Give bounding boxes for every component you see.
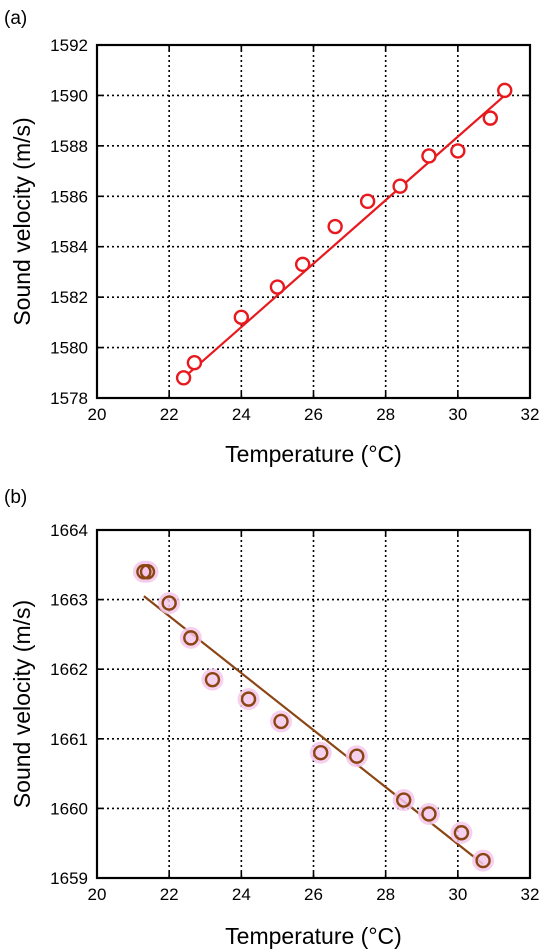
data-point-halo-b bbox=[309, 741, 332, 764]
y-tick-label-a: 1588 bbox=[50, 137, 88, 156]
x-tick-label-a: 32 bbox=[521, 405, 540, 424]
data-point-halo-b bbox=[179, 626, 202, 649]
data-point-halo-b bbox=[345, 745, 368, 768]
y-tick-label-a: 1580 bbox=[50, 339, 88, 358]
data-point-a bbox=[186, 355, 203, 371]
data-point-halo-b bbox=[472, 849, 495, 872]
data-point-a bbox=[294, 256, 311, 273]
data-point-a bbox=[497, 82, 513, 99]
y-axis-title-b: Sound velocity (m/s) bbox=[9, 600, 35, 808]
panel-label-b: (b) bbox=[4, 487, 27, 508]
y-tick-label-b: 1659 bbox=[50, 869, 88, 888]
tick-marks-a bbox=[96, 44, 531, 399]
data-point-b bbox=[349, 748, 365, 764]
data-point-halo-b bbox=[270, 710, 293, 733]
y-tick-label-a: 1578 bbox=[50, 389, 88, 408]
data-point-b bbox=[183, 630, 199, 646]
x-tick-label-a: 28 bbox=[376, 405, 395, 424]
data-points-b bbox=[132, 560, 495, 872]
x-tick-label-b: 30 bbox=[448, 885, 467, 904]
y-tick-labels-b: 1659 1660 1661 1662 1663 1664 bbox=[50, 521, 88, 888]
data-point-a bbox=[450, 143, 466, 159]
y-tick-label-b: 1663 bbox=[50, 591, 88, 610]
data-points-a bbox=[175, 82, 513, 386]
panel-label-a: (a) bbox=[4, 8, 27, 29]
data-point-a bbox=[482, 110, 499, 126]
data-point-a bbox=[175, 370, 192, 386]
y-tick-label-b: 1662 bbox=[50, 660, 88, 679]
x-tick-label-b: 26 bbox=[304, 885, 323, 904]
data-point-halo-b bbox=[450, 821, 473, 844]
data-point-halo-b bbox=[417, 802, 440, 825]
x-axis-title-a: Temperature (°C) bbox=[225, 441, 402, 467]
data-point-b bbox=[421, 806, 437, 822]
y-tick-label-b: 1664 bbox=[50, 521, 88, 540]
y-tick-label-a: 1592 bbox=[50, 36, 88, 55]
y-tick-label-a: 1584 bbox=[50, 238, 88, 257]
y-tick-label-b: 1660 bbox=[50, 799, 88, 818]
x-tick-label-b: 20 bbox=[88, 885, 107, 904]
data-point-a bbox=[233, 309, 250, 326]
data-point-b bbox=[273, 713, 289, 730]
data-point-b bbox=[453, 825, 470, 841]
x-tick-labels-b: 20 22 24 26 28 30 32 bbox=[88, 885, 540, 904]
data-point-b bbox=[313, 745, 329, 761]
regression-line-a bbox=[182, 94, 506, 379]
x-tick-label-b: 28 bbox=[376, 885, 395, 904]
chart-panel-a: (a) 20 22 24 26 28 30 32 157815801582158415861… bbox=[4, 8, 539, 467]
data-point-a bbox=[327, 218, 343, 235]
x-tick-label-a: 22 bbox=[160, 405, 179, 424]
data-point-a bbox=[359, 193, 376, 210]
data-point-halo-b bbox=[158, 592, 181, 615]
y-tick-label-a: 1586 bbox=[50, 187, 88, 206]
x-axis-title-b: Temperature (°C) bbox=[225, 923, 402, 949]
y-tick-labels-a: 1578 1580 1582 1584 1586 1588 1590 1592 bbox=[50, 36, 88, 408]
data-point-b bbox=[204, 671, 221, 688]
x-tick-label-b: 22 bbox=[160, 885, 179, 904]
data-point-halo-b bbox=[392, 789, 415, 812]
data-point-halo-b bbox=[201, 668, 224, 691]
x-tick-label-b: 24 bbox=[232, 885, 251, 904]
grid-b bbox=[97, 530, 530, 878]
y-tick-label-a: 1590 bbox=[50, 86, 88, 105]
tick-marks-b bbox=[96, 529, 531, 879]
x-tick-label-b: 32 bbox=[521, 885, 540, 904]
fit-line-a bbox=[182, 94, 506, 379]
x-tick-label-a: 30 bbox=[448, 405, 467, 424]
data-point-b bbox=[161, 595, 177, 611]
data-point-b bbox=[396, 792, 412, 808]
y-tick-label-b: 1661 bbox=[50, 730, 88, 749]
data-point-b bbox=[475, 852, 491, 869]
chart-panel-b: (b) 20 22 24 26 28 30 32 165916601661166216631… bbox=[4, 487, 539, 949]
data-point-a bbox=[392, 178, 408, 194]
data-point-b bbox=[139, 564, 156, 580]
x-tick-label-a: 20 bbox=[88, 405, 107, 424]
y-tick-label-a: 1582 bbox=[50, 288, 88, 307]
x-tick-labels-a: 20 22 24 26 28 30 32 bbox=[88, 405, 540, 424]
data-point-halo-b bbox=[237, 688, 260, 711]
data-point-a bbox=[269, 279, 286, 295]
x-tick-label-a: 26 bbox=[304, 405, 323, 424]
y-axis-title-a: Sound velocity (m/s) bbox=[9, 117, 35, 325]
grid-a bbox=[97, 45, 530, 398]
data-point-a bbox=[421, 148, 437, 164]
x-tick-label-a: 24 bbox=[232, 405, 251, 424]
data-point-b bbox=[240, 691, 257, 707]
